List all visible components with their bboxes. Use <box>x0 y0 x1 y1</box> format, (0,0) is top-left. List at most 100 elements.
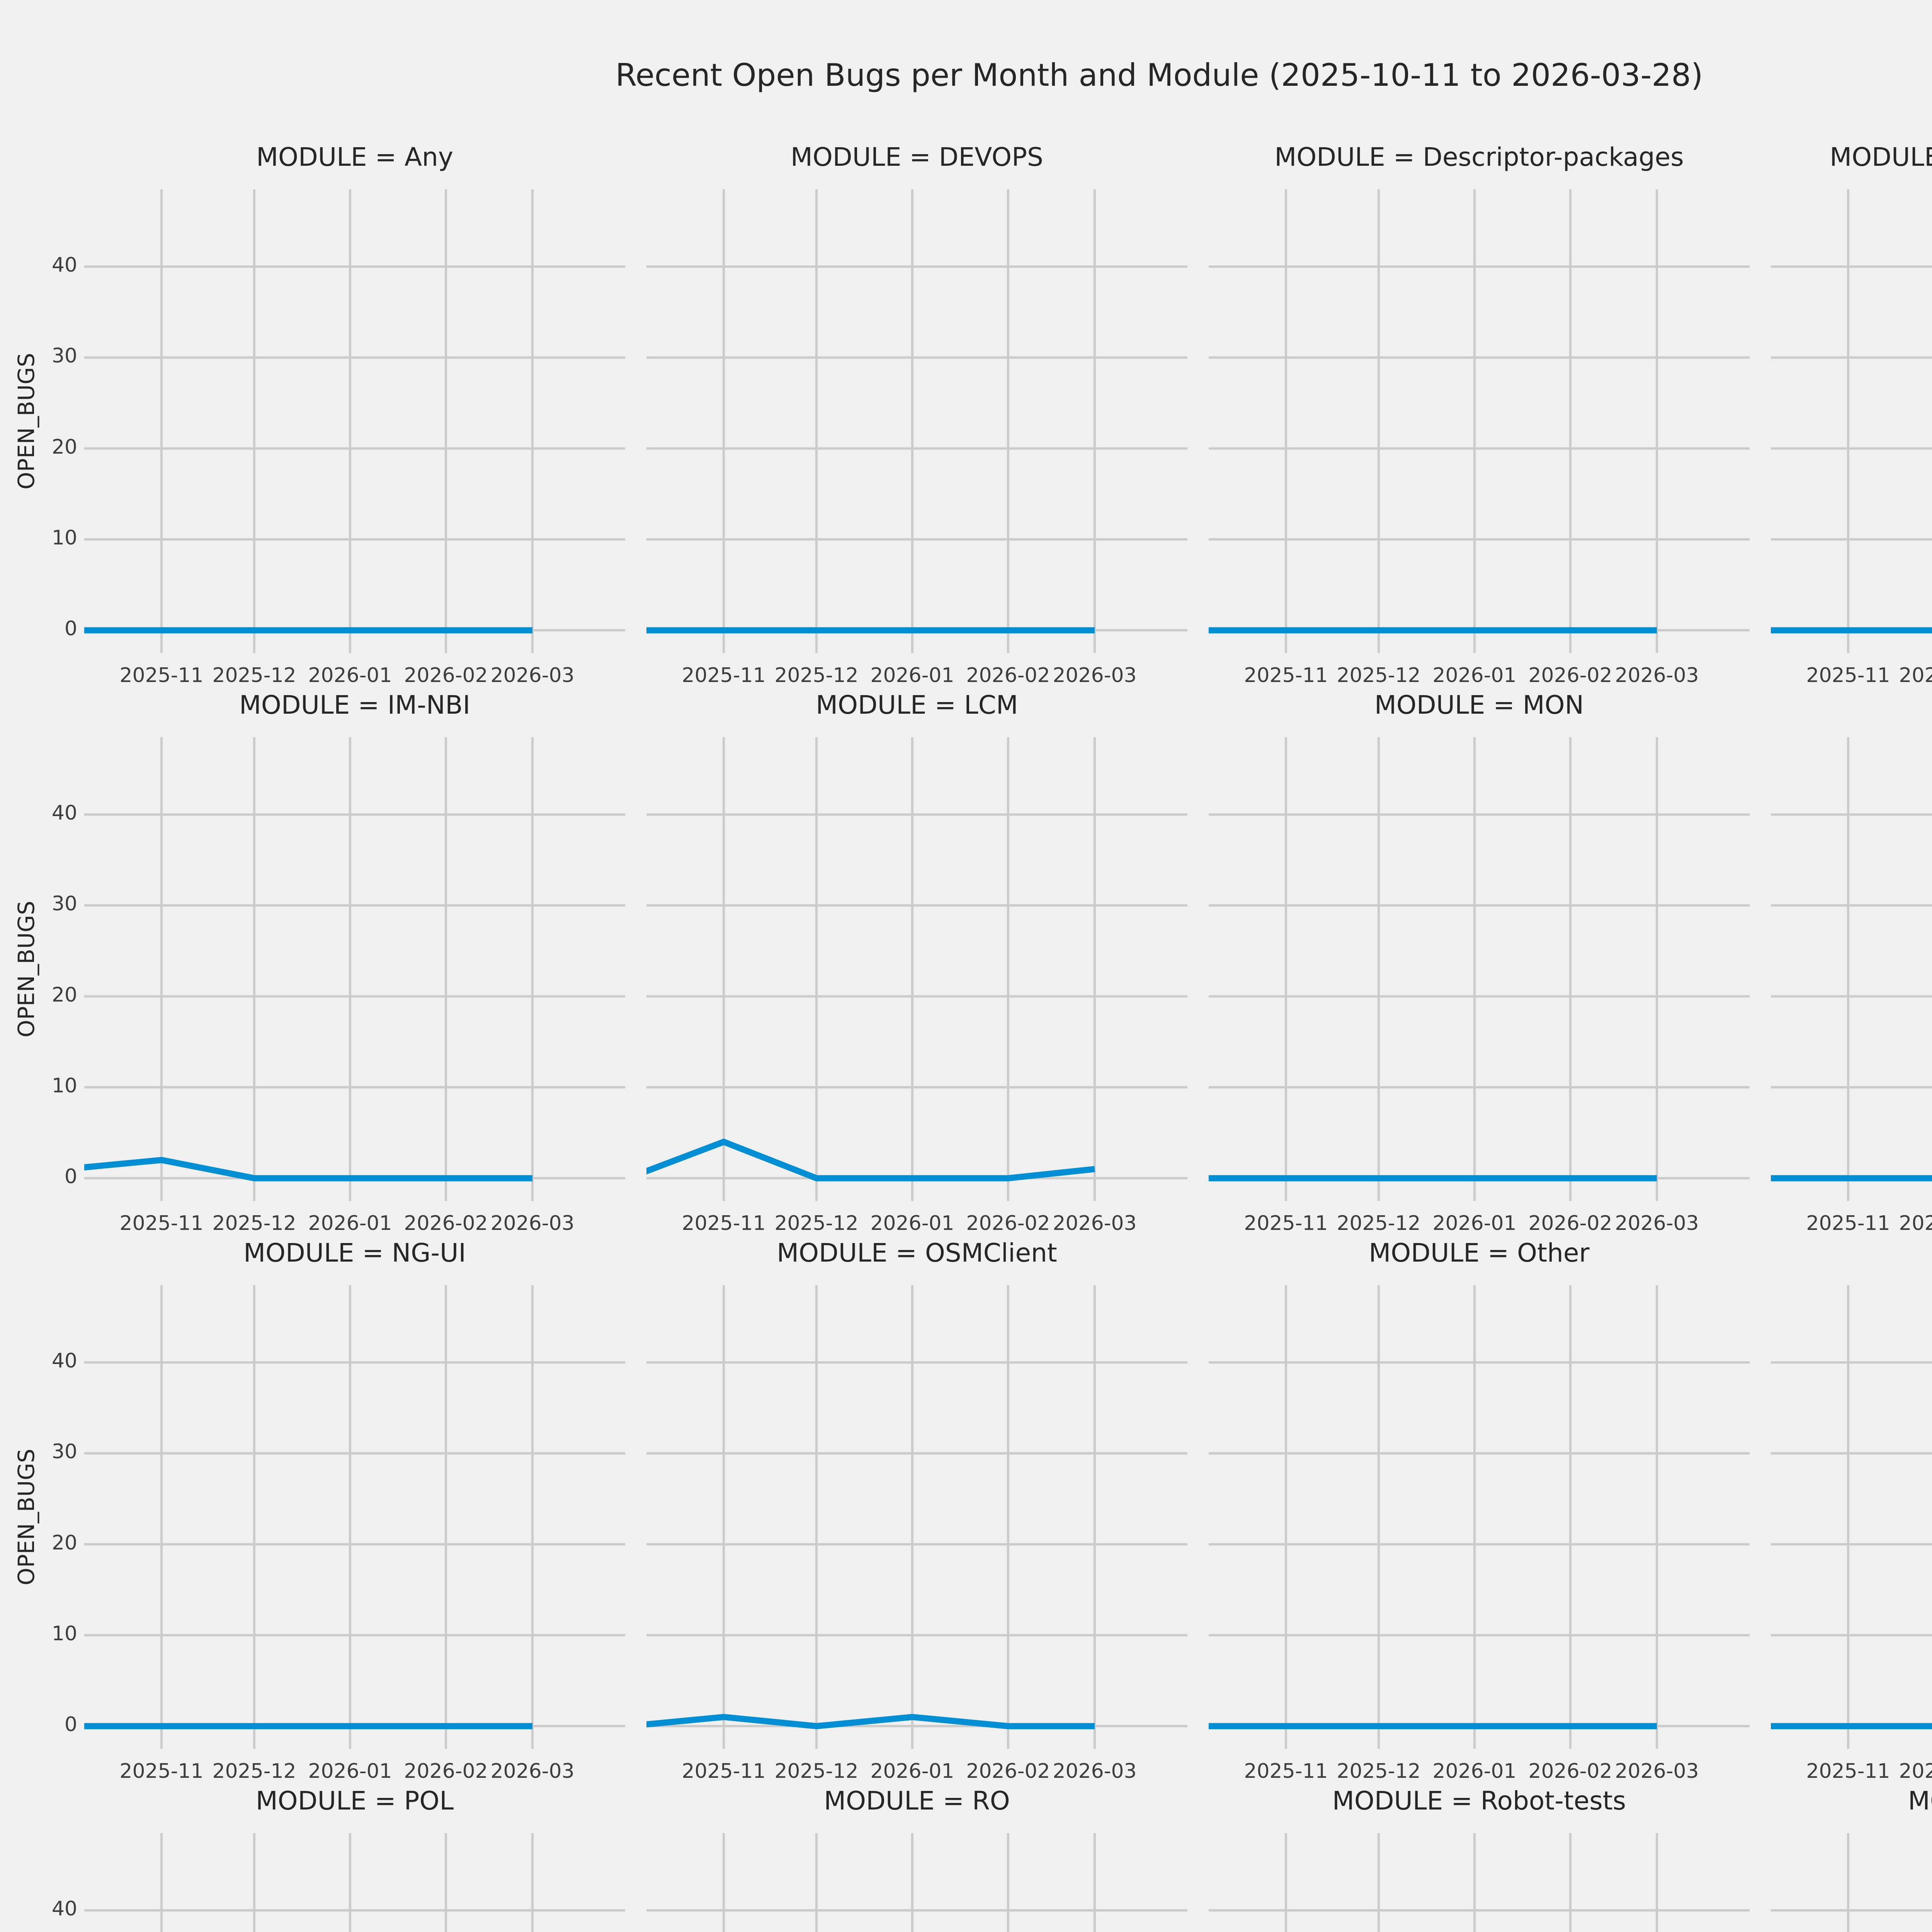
x-tick-label-2025-12: 2025-12 <box>1337 1212 1421 1235</box>
plot-area-Descriptor-packages <box>1209 189 1750 653</box>
x-tick-label-2025-12: 2025-12 <box>212 664 296 687</box>
facet-title-POL: MODULE = POL <box>255 1786 454 1816</box>
facet-title-MON: MODULE = MON <box>1374 690 1584 720</box>
x-tick-label-2026-02: 2026-02 <box>1528 1212 1612 1235</box>
y-tick-label-30: 30 <box>51 344 77 368</box>
y-tick-label-20: 20 <box>51 983 77 1007</box>
plot-area-N2VC <box>1771 737 1932 1201</box>
facet-MON: MODULE = MON 2025-11 2025-12 2026-01 2026-02… <box>1209 690 1750 1340</box>
facet-Unknown: MODULE = Unknown2025-112025-122026-01202… <box>1771 1786 1932 1932</box>
y-axis-label: OPEN_BUGS <box>13 353 39 490</box>
x-tick-label-2026-03: 2026-03 <box>1615 664 1699 687</box>
bugs-line-LCM <box>646 1138 1095 1182</box>
x-tick-label-2026-01: 2026-01 <box>1432 1760 1517 1783</box>
x-tick-label-2026-03: 2026-03 <box>1053 1760 1137 1783</box>
y-tick-label-20: 20 <box>51 1531 77 1554</box>
facet-Robot-tests: MODULE = Robot-tests2025-112025-122026-0… <box>1209 1786 1750 1932</box>
y-tick-label-20: 20 <box>51 435 77 459</box>
plot-area-RO <box>646 1833 1187 1932</box>
x-tick-label-2026-03: 2026-03 <box>1053 1212 1137 1235</box>
y-axis-label: OPEN_BUGS <box>13 901 39 1037</box>
facet-title-Descriptor-packages: MODULE = Descriptor-packages <box>1274 142 1684 172</box>
x-tick-label-2026-02: 2026-02 <box>404 664 488 687</box>
x-tick-label-2026-02: 2026-02 <box>404 1212 488 1235</box>
facet-title-LCM: MODULE = LCM <box>816 690 1018 720</box>
x-tick-label-2025-11: 2025-11 <box>119 1760 204 1783</box>
x-tick-label-2026-03: 2026-03 <box>1615 1212 1699 1235</box>
plot-area-DEVOPS <box>646 189 1187 653</box>
y-tick-label-30: 30 <box>51 1440 77 1464</box>
plot-area-PLA <box>1771 1285 1932 1749</box>
facet-title-Unknown: MODULE = Unknown <box>1908 1786 1932 1816</box>
plot-area-NG-UI <box>84 1285 625 1749</box>
y-axis-label: OPEN_BUGS <box>13 1449 39 1585</box>
x-tick-label-2025-12: 2025-12 <box>1899 664 1932 687</box>
facet-title-NG-UI: MODULE = NG-UI <box>243 1238 466 1268</box>
x-tick-label-2026-01: 2026-01 <box>308 1212 392 1235</box>
y-tick-label-40: 40 <box>51 1897 77 1920</box>
x-tick-label-2026-03: 2026-03 <box>1615 1760 1699 1783</box>
y-tick-label-0: 0 <box>64 1713 77 1736</box>
facet-PLA: MODULE = PLA2025-112025-122026-012026-02… <box>1771 1285 1932 1888</box>
y-tick-label-10: 10 <box>51 1622 77 1645</box>
facet-Other: MODULE = Other 2025-11 2025-12 2026-01 2026-… <box>1209 1238 1750 1888</box>
x-tick-label-2025-12: 2025-12 <box>1337 1760 1421 1783</box>
x-tick-label-2025-12: 2025-12 <box>1899 1212 1932 1235</box>
plot-area-Unknown <box>1771 1833 1932 1932</box>
x-tick-label-2025-11: 2025-11 <box>1806 1760 1890 1783</box>
x-tick-label-2025-12: 2025-12 <box>212 1760 296 1783</box>
bugs-line-IM-NBI <box>84 1157 532 1182</box>
x-tick-label-2026-01: 2026-01 <box>308 1760 392 1783</box>
facet-title-RO: MODULE = RO <box>824 1786 1010 1816</box>
x-tick-label-2026-02: 2026-02 <box>966 1212 1050 1235</box>
facet-title-PLA: MODULE = PLA <box>1771 1238 1932 1268</box>
x-tick-label-2026-02: 2026-02 <box>966 1760 1050 1783</box>
x-tick-label-2025-12: 2025-12 <box>1899 1760 1932 1783</box>
x-tick-label-2025-11: 2025-11 <box>1244 1760 1328 1783</box>
facet-title-Any: MODULE = Any <box>256 142 453 172</box>
x-tick-label-2025-12: 2025-12 <box>774 664 859 687</box>
y-tick-label-30: 30 <box>51 892 77 916</box>
x-tick-label-2025-11: 2025-11 <box>1806 664 1890 687</box>
x-tick-label-2025-11: 2025-11 <box>1806 1212 1890 1235</box>
x-tick-label-2025-11: 2025-11 <box>1244 664 1328 687</box>
x-tick-label-2026-02: 2026-02 <box>966 664 1050 687</box>
x-tick-label-2025-11: 2025-11 <box>1244 1212 1328 1235</box>
x-tick-label-2025-11: 2025-11 <box>682 1212 766 1235</box>
x-tick-label-2026-02: 2026-02 <box>1528 664 1612 687</box>
x-tick-label-2026-03: 2026-03 <box>490 1760 575 1783</box>
x-tick-label-2026-03: 2026-03 <box>1053 664 1137 687</box>
x-tick-label-2025-12: 2025-12 <box>774 1212 859 1235</box>
facet-NG-UI: MODULE = NG-UI 2025-11 2025-12 2026-01 2026-… <box>13 1238 625 1888</box>
plot-area-IM-NBI <box>84 737 625 1201</box>
y-tick-label-10: 10 <box>51 1074 77 1097</box>
x-tick-label-2025-12: 2025-12 <box>1337 664 1421 687</box>
x-tick-label-2026-01: 2026-01 <box>308 664 392 687</box>
x-tick-label-2026-03: 2026-03 <box>490 664 575 687</box>
x-tick-label-2026-01: 2026-01 <box>870 1760 954 1783</box>
facet-OSMClient: MODULE = OSMClient 2025-11 2025-12 2026-01 2… <box>646 1238 1187 1888</box>
x-tick-label-2026-01: 2026-01 <box>870 664 954 687</box>
facet-Any: MODULE = Any 2025-11 2025-12 2026-01 2026-02… <box>13 142 625 792</box>
facet-title-Robot-tests: MODULE = Robot-tests <box>1332 1786 1626 1816</box>
x-tick-label-2025-11: 2025-11 <box>682 664 766 687</box>
chart-title: Recent Open Bugs per Month and Module (2… <box>615 57 1703 93</box>
x-tick-label-2025-11: 2025-11 <box>682 1760 766 1783</box>
facet-RO: MODULE = RO2025-112025-122026-012026-022… <box>646 1786 1187 1932</box>
plot-area-Any <box>84 189 625 653</box>
facet-N2VC: MODULE = N2VC2025-112025-122026-012026-0… <box>1771 690 1932 1340</box>
plot-area-OSMClient <box>646 1285 1187 1749</box>
facet-title-Documentation / Wiki: MODULE = Documentation / Wiki <box>1830 142 1932 172</box>
facet-Descriptor-packages: MODULE = Descriptor-packages 2025-11 2025-… <box>1209 142 1750 792</box>
facet-Documentation / Wiki: MODULE = Documentation / Wiki 2025-11 2025… <box>1771 142 1932 792</box>
plot-area-MON <box>1209 737 1750 1201</box>
x-tick-label-2026-01: 2026-01 <box>1432 1212 1517 1235</box>
plot-area-Documentation / Wiki <box>1771 189 1932 653</box>
x-tick-label-2025-11: 2025-11 <box>119 664 204 687</box>
x-tick-label-2026-02: 2026-02 <box>1528 1760 1612 1783</box>
facet-POL: MODULE = POL2025-112025-122026-012026-02… <box>52 1786 625 1932</box>
plot-area-POL <box>84 1833 625 1932</box>
facet-title-OSMClient: MODULE = OSMClient <box>777 1238 1057 1268</box>
facet-title-Other: MODULE = Other <box>1369 1238 1590 1268</box>
x-tick-label-2025-12: 2025-12 <box>774 1760 859 1783</box>
